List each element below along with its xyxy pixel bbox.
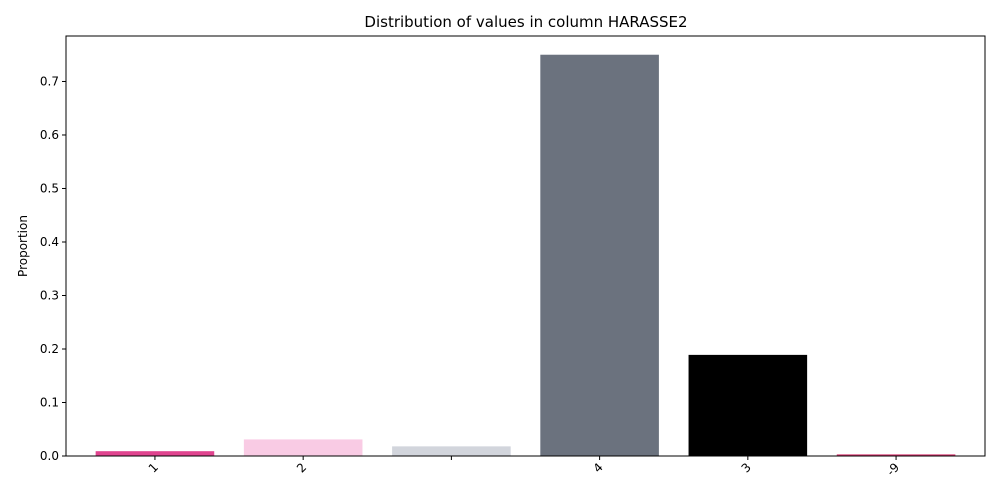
x-tick-label: -9 (884, 460, 902, 478)
y-tick-label: 0.4 (40, 235, 59, 249)
x-tick-label: 4 (590, 460, 605, 475)
y-axis-label: Proportion (16, 215, 30, 277)
bar-5 (688, 354, 808, 456)
y-tick-label: 0.7 (40, 74, 59, 88)
x-tick-label: 1 (146, 460, 161, 475)
bar-1 (95, 451, 215, 456)
x-tick-label: 3 (739, 460, 754, 475)
chart-title: Distribution of values in column HARASSE… (364, 13, 687, 31)
y-tick-label: 0.5 (40, 181, 59, 195)
y-tick-label: 0.1 (40, 395, 59, 409)
y-tick-label: 0.0 (40, 449, 59, 463)
x-tick-label: 2 (294, 460, 309, 475)
bar-4 (540, 54, 659, 457)
y-tick-label: 0.3 (40, 288, 59, 302)
bar-2 (243, 439, 363, 456)
y-tick-label: 0.6 (40, 128, 59, 142)
bar-3 (392, 446, 511, 456)
bar-6 (836, 454, 956, 456)
plot-frame (65, 35, 986, 457)
x-axis-ticks: 1 2 4 3 -9 (146, 456, 902, 479)
y-axis-ticks: 0.0 0.1 0.2 0.3 0.4 0.5 0.6 0.7 (40, 74, 66, 463)
y-tick-label: 0.2 (40, 342, 59, 356)
bars-group (95, 54, 956, 457)
